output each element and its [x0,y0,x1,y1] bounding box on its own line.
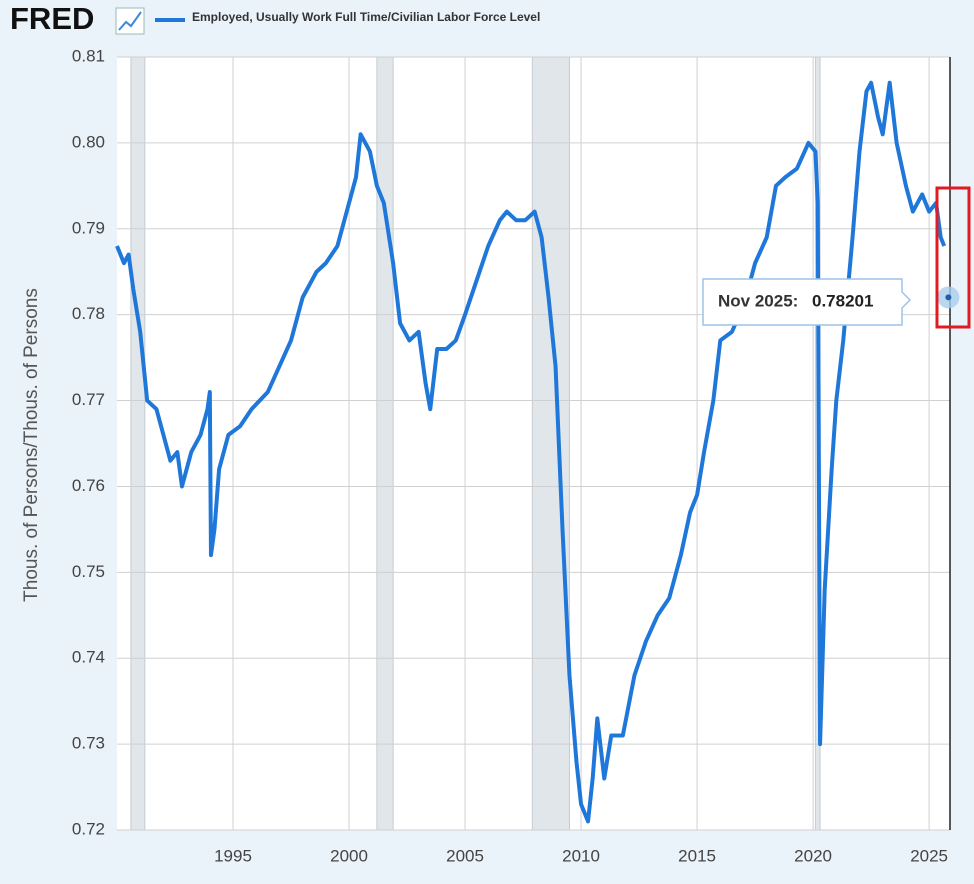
tooltip-box [702,278,912,326]
recession-band [130,56,146,831]
y-tick-label: 0.74 [72,648,105,667]
y-tick-label: 0.77 [72,390,105,409]
tooltip-value: 0.78201 [812,291,873,310]
x-tick-label: 2015 [678,846,716,865]
recession-band [531,56,570,831]
legend-label: Employed, Usually Work Full Time/Civilia… [192,10,540,24]
y-tick-label: 0.79 [72,218,105,237]
y-tick-label: 0.75 [72,562,105,581]
y-tick-label: 0.78 [72,304,105,323]
x-tick-label: 2005 [446,846,484,865]
logo-icon [115,7,145,35]
hover-point [945,294,952,301]
x-tick-label: 1995 [214,846,252,865]
y-axis-label: Thous. of Persons/Thous. of Persons [21,288,42,602]
tooltip-label: Nov 2025: [718,291,798,310]
y-tick-label: 0.72 [72,819,105,838]
highlight-box [935,186,971,329]
recession-band [376,56,394,831]
y-tick-label: 0.76 [72,476,105,495]
y-tick-label: 0.80 [72,132,105,151]
x-tick-label: 2020 [794,846,832,865]
y-tick-label: 0.81 [72,46,105,65]
y-tick-label: 0.73 [72,734,105,753]
plot-layer: 0.72 0.73 0.74 0.75 0.76 0.77 0.78 0.79 0.80 0.81… [72,46,960,865]
x-tick-label: 2010 [562,846,600,865]
data-line [115,80,947,824]
brand-logo: FRED [10,1,94,36]
x-tick-label: 2025 [910,846,948,865]
x-tick-label: 2000 [330,846,368,865]
